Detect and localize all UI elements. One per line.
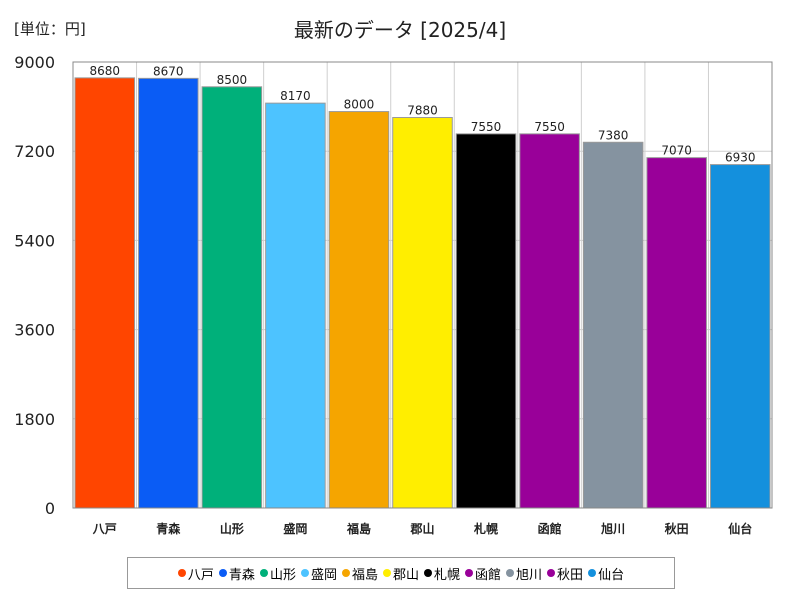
legend-item: 八戸 <box>177 564 214 583</box>
y-tick-label: 3600 <box>14 321 55 340</box>
data-label: 6930 <box>725 151 756 165</box>
legend-label: 山形 <box>269 567 296 583</box>
y-tick-label: 7200 <box>14 142 55 161</box>
x-tick-label: 青森 <box>156 521 181 536</box>
legend-marker-icon <box>382 569 391 577</box>
legend-marker-icon <box>341 569 350 577</box>
legend-item: 郡山 <box>382 564 419 583</box>
x-tick-label: 八戸 <box>92 522 117 536</box>
bar-旭川 <box>582 141 644 509</box>
legend-label: 盛岡 <box>310 567 337 583</box>
bar-札幌 <box>455 133 517 509</box>
legend-marker-icon <box>177 569 186 577</box>
legend-label: 郡山 <box>392 567 419 583</box>
x-tick-label: 福島 <box>346 521 371 536</box>
bar-秋田 <box>646 157 707 509</box>
legend-label: 仙台 <box>598 567 625 583</box>
x-tick-label: 札幌 <box>473 521 498 536</box>
legend-label: 函館 <box>475 567 502 583</box>
legend-item: 福島 <box>341 564 378 583</box>
y-tick-label: 1800 <box>14 410 55 429</box>
legend-item: 山形 <box>259 564 296 583</box>
legend-marker-icon <box>547 569 556 577</box>
y-tick-label: 9000 <box>14 53 55 72</box>
legend-item: 仙台 <box>588 564 624 583</box>
legend-item: 札幌 <box>424 564 460 583</box>
legend: 八戸 青森 山形 盛岡 福島 郡山 札幌 函館 旭川 秋田 仙台 <box>127 557 675 589</box>
data-label: 7380 <box>598 128 629 142</box>
legend-item: 函館 <box>465 564 501 583</box>
data-label: 7550 <box>534 120 565 134</box>
unit-label: [単位：円] <box>14 20 86 38</box>
chart-title: 最新のデータ [2025/4] <box>293 18 507 42</box>
bars <box>74 77 771 509</box>
data-label: 8000 <box>344 98 375 112</box>
bar-山形 <box>201 86 263 509</box>
legend-item: 旭川 <box>506 564 542 583</box>
legend-label: 秋田 <box>557 567 584 583</box>
data-label: 8680 <box>89 64 120 78</box>
x-tick-label: 秋田 <box>665 521 689 536</box>
legend-label: 福島 <box>351 567 378 583</box>
legend-marker-icon <box>588 569 597 577</box>
legend-label: 八戸 <box>187 567 214 583</box>
data-label: 8670 <box>153 64 184 78</box>
legend-label: 青森 <box>228 567 255 583</box>
x-tick-label: 仙台 <box>728 521 752 536</box>
x-axis-ticks: 八戸 青森 山形 盛岡 福島 郡山 札幌 函館 旭川 秋田 仙台 <box>92 521 752 536</box>
bar-仙台 <box>709 164 771 509</box>
legend-item: 秋田 <box>547 564 583 583</box>
bar-盛岡 <box>265 102 326 509</box>
legend-label: 旭川 <box>516 567 543 583</box>
y-axis-ticks: 0 1800 3600 5400 7200 9000 <box>14 53 55 518</box>
x-tick-label: 盛岡 <box>283 521 307 536</box>
legend-marker-icon <box>506 569 515 577</box>
data-labels: 8680 8670 8500 8170 8000 7880 7550 7550 7380 7070… <box>89 64 755 165</box>
bar-八戸 <box>74 77 136 509</box>
bar-青森 <box>138 77 199 509</box>
legend-marker-icon <box>218 569 227 577</box>
x-tick-label: 旭川 <box>600 521 625 536</box>
legend-label: 札幌 <box>434 567 461 583</box>
y-tick-label: 5400 <box>14 231 55 250</box>
x-tick-label: 郡山 <box>409 521 434 536</box>
data-label: 7550 <box>471 120 502 134</box>
x-tick-label: 山形 <box>220 521 244 536</box>
legend-item: 青森 <box>218 564 255 583</box>
bar-郡山 <box>392 117 453 509</box>
legend-marker-icon <box>424 569 432 577</box>
legend-marker-icon <box>300 569 309 577</box>
bar-福島 <box>328 111 390 509</box>
legend-item: 盛岡 <box>300 564 337 583</box>
x-tick-label: 函館 <box>538 521 562 536</box>
data-label: 8500 <box>217 73 248 87</box>
legend-marker-icon <box>259 569 268 577</box>
data-label: 8170 <box>280 89 311 103</box>
plot-frame <box>72 61 773 509</box>
bar-函館 <box>519 133 580 509</box>
data-label: 7070 <box>661 144 692 158</box>
y-tick-label: 0 <box>45 499 55 518</box>
legend-marker-icon <box>465 569 474 577</box>
data-label: 7880 <box>407 104 438 118</box>
